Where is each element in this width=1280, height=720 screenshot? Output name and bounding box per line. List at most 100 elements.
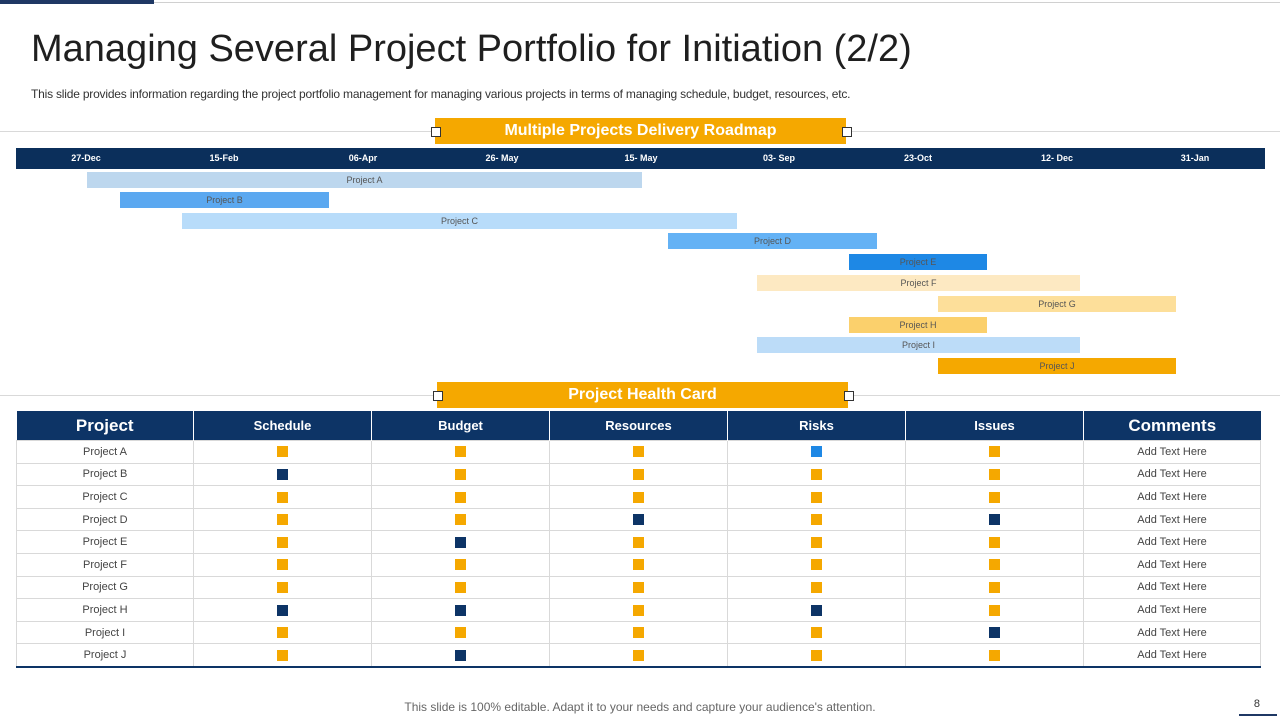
resources-status-cell (549, 620, 728, 645)
status-indicator (277, 627, 288, 639)
status-indicator (811, 468, 822, 480)
timeline-date: 31-Jan (1180, 153, 1210, 163)
status-indicator (455, 491, 466, 503)
status-indicator (277, 536, 288, 548)
status-indicator (989, 446, 1000, 458)
budget-status-cell (371, 462, 550, 487)
gantt-bar-project-g[interactable]: Project G (938, 296, 1176, 312)
schedule-status-cell (193, 552, 372, 577)
schedule-status-cell (193, 507, 372, 532)
status-indicator (811, 649, 822, 661)
budget-status-cell (371, 485, 550, 509)
status-indicator (455, 604, 466, 616)
status-indicator (989, 604, 1000, 616)
project-name-cell: Project C (16, 485, 194, 509)
schedule-status-cell (193, 485, 372, 509)
issues-status-cell (905, 440, 1084, 464)
status-indicator (633, 649, 644, 661)
comment-cell[interactable]: Add Text Here (1083, 440, 1261, 464)
project-name-cell: Project A (16, 440, 194, 464)
gantt-bar-project-d[interactable]: Project D (668, 233, 877, 249)
status-indicator (455, 627, 466, 639)
status-indicator (989, 468, 1000, 480)
gantt-bar-project-a[interactable]: Project A (87, 172, 642, 188)
status-indicator (989, 559, 1000, 571)
schedule-status-cell (193, 530, 372, 554)
project-name-cell: Project I (16, 620, 194, 645)
issues-status-cell (905, 462, 1084, 487)
table-row: Project F Add Text Here (16, 552, 1261, 577)
timeline-axis: 27-Dec 15-Feb 06-Apr 26- May 15- May 03-… (16, 148, 1265, 169)
gantt-bar-project-f[interactable]: Project F (757, 275, 1080, 291)
budget-status-cell (371, 575, 550, 600)
status-indicator (277, 559, 288, 571)
roadmap-banner[interactable]: Multiple Projects Delivery Roadmap (435, 118, 846, 144)
gantt-bar-project-b[interactable]: Project B (120, 192, 329, 208)
risks-status-cell (727, 507, 906, 532)
issues-status-cell (905, 552, 1084, 577)
resize-handle-left[interactable] (433, 391, 443, 401)
table-header-row: Project Schedule Budget Resources Risks … (16, 411, 1261, 441)
resources-status-cell (549, 643, 728, 668)
resize-handle-right[interactable] (844, 391, 854, 401)
issues-status-cell (905, 530, 1084, 554)
resources-status-cell (549, 462, 728, 487)
status-indicator (277, 514, 288, 526)
risks-status-cell (727, 462, 906, 487)
resize-handle-right[interactable] (842, 127, 852, 137)
project-name-cell: Project G (16, 575, 194, 600)
table-row: Project A Add Text Here (16, 440, 1261, 464)
comment-cell[interactable]: Add Text Here (1083, 462, 1261, 487)
status-indicator (811, 446, 822, 458)
table-row: Project H Add Text Here (16, 598, 1261, 622)
comment-cell[interactable]: Add Text Here (1083, 620, 1261, 645)
status-indicator (277, 604, 288, 616)
comment-cell[interactable]: Add Text Here (1083, 598, 1261, 622)
page-subtitle: This slide provides information regardin… (31, 87, 851, 101)
resources-status-cell (549, 552, 728, 577)
comment-cell[interactable]: Add Text Here (1083, 485, 1261, 509)
risks-status-cell (727, 575, 906, 600)
table-row: Project D Add Text Here (16, 507, 1261, 532)
budget-status-cell (371, 530, 550, 554)
gantt-bar-project-c[interactable]: Project C (182, 213, 737, 229)
project-name-cell: Project J (16, 643, 194, 668)
health-card-banner[interactable]: Project Health Card (437, 382, 848, 408)
project-name-cell: Project B (16, 462, 194, 487)
project-name-cell: Project H (16, 598, 194, 622)
budget-status-cell (371, 620, 550, 645)
comment-cell[interactable]: Add Text Here (1083, 530, 1261, 554)
risks-status-cell (727, 530, 906, 554)
comment-cell[interactable]: Add Text Here (1083, 643, 1261, 668)
issues-status-cell (905, 620, 1084, 645)
column-header-project: Project (16, 411, 194, 441)
gantt-bar-project-i[interactable]: Project I (757, 337, 1080, 353)
gantt-bar-project-j[interactable]: Project J (938, 358, 1176, 374)
status-indicator (989, 536, 1000, 548)
issues-status-cell (905, 485, 1084, 509)
status-indicator (633, 536, 644, 548)
status-indicator (811, 627, 822, 639)
timeline-date: 15-Feb (209, 153, 239, 163)
status-indicator (989, 514, 1000, 526)
comment-cell[interactable]: Add Text Here (1083, 507, 1261, 532)
health-card-table: Project Schedule Budget Resources Risks … (16, 411, 1261, 668)
issues-status-cell (905, 643, 1084, 668)
gantt-bar-project-h[interactable]: Project H (849, 317, 987, 333)
status-indicator (811, 536, 822, 548)
resize-handle-left[interactable] (431, 127, 441, 137)
timeline-date: 12- Dec (1040, 153, 1074, 163)
column-header-risks: Risks (727, 411, 906, 441)
issues-status-cell (905, 598, 1084, 622)
risks-status-cell (727, 643, 906, 668)
status-indicator (633, 446, 644, 458)
resources-status-cell (549, 530, 728, 554)
comment-cell[interactable]: Add Text Here (1083, 575, 1261, 600)
gantt-bar-project-e[interactable]: Project E (849, 254, 987, 270)
schedule-status-cell (193, 643, 372, 668)
status-indicator (989, 649, 1000, 661)
schedule-status-cell (193, 440, 372, 464)
resources-status-cell (549, 575, 728, 600)
timeline-date: 06-Apr (348, 153, 378, 163)
comment-cell[interactable]: Add Text Here (1083, 552, 1261, 577)
